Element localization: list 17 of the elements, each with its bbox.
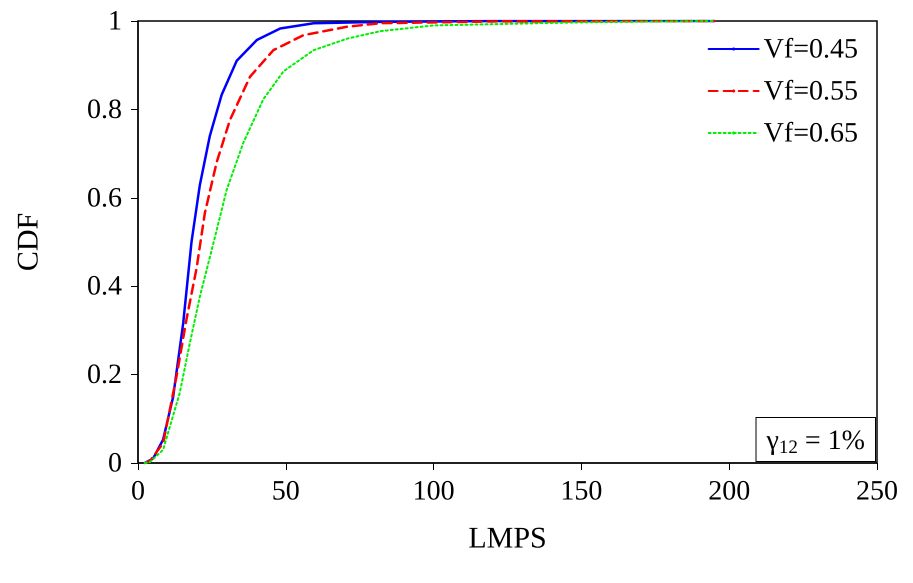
y-tick-label: 0.2 (87, 359, 122, 390)
x-tick-label: 250 (856, 476, 898, 506)
x-tick-label: 0 (131, 476, 145, 506)
legend-label: Vf=0.65 (764, 118, 858, 148)
y-tick-label: 1 (108, 6, 122, 36)
legend-label: Vf=0.55 (764, 76, 858, 106)
legend-label: Vf=0.45 (764, 34, 858, 64)
y-axis-title: CDF (12, 212, 44, 272)
y-tick-label: 0 (108, 448, 122, 478)
y-tick-label: 0.6 (87, 182, 122, 214)
x-tick-label: 100 (412, 476, 455, 506)
x-tick-label: 200 (708, 476, 750, 506)
x-axis-title: LMPS (468, 522, 547, 554)
y-tick-label: 0.4 (87, 270, 122, 302)
x-tick-label: 150 (560, 476, 602, 506)
x-tick-label: 50 (272, 476, 300, 506)
y-tick-label: 0.8 (87, 94, 122, 125)
